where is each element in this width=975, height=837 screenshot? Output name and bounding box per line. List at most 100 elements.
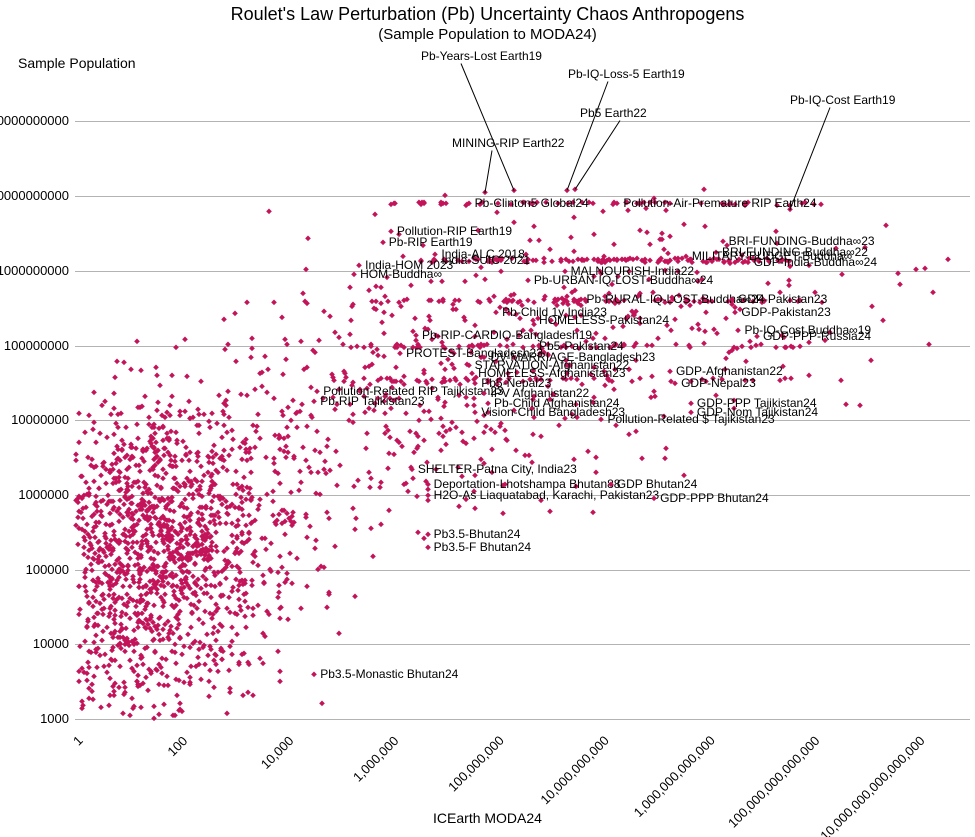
data-point: [571, 456, 576, 461]
data-point: [278, 678, 283, 683]
data-point: [186, 632, 191, 637]
data-point: [81, 703, 86, 708]
data-point: [308, 469, 313, 474]
data-point: [298, 605, 303, 610]
data-point: [94, 504, 99, 509]
data-point: [82, 430, 87, 435]
data-point: [839, 271, 844, 276]
data-point: [224, 429, 229, 434]
data-point: [97, 520, 102, 525]
data-point: [569, 376, 574, 381]
data-point: [425, 326, 430, 331]
data-point: [564, 358, 569, 363]
data-point: [124, 467, 129, 472]
annotation-label: GDP-Afghanistan22: [676, 364, 783, 378]
data-point: [602, 382, 607, 387]
data-point: [843, 402, 848, 407]
x-tick-label: 10,000: [257, 733, 296, 772]
data-point: [838, 377, 843, 382]
data-point: [312, 672, 317, 677]
data-point: [201, 412, 206, 417]
data-point: [310, 414, 315, 419]
data-point: [263, 454, 268, 459]
data-point: [202, 473, 207, 478]
data-point: [260, 383, 265, 388]
data-point: [178, 701, 183, 706]
data-point: [157, 638, 162, 643]
data-point: [151, 603, 156, 608]
data-point: [246, 449, 251, 454]
data-point: [440, 278, 445, 283]
data-point: [287, 551, 292, 556]
data-point: [154, 540, 159, 545]
data-point: [410, 475, 415, 480]
data-point: [472, 403, 477, 408]
data-point: [255, 506, 260, 511]
data-point: [652, 496, 657, 501]
x-tick-label: 1: [70, 733, 86, 749]
data-point: [88, 542, 93, 547]
data-point: [382, 353, 387, 358]
data-point: [775, 241, 780, 246]
data-point: [745, 260, 750, 265]
data-point: [117, 684, 122, 689]
data-point: [421, 370, 426, 375]
data-point: [509, 256, 514, 261]
data-point: [185, 669, 190, 674]
data-point: [95, 665, 100, 670]
data-point: [209, 595, 214, 600]
data-point: [317, 449, 322, 454]
data-point: [113, 375, 118, 380]
data-point: [679, 303, 684, 308]
data-point: [602, 294, 607, 299]
data-point: [266, 611, 271, 616]
data-point: [321, 308, 326, 313]
annotation-label: HOMELESS-Pakistan24: [539, 313, 669, 327]
data-point: [122, 685, 127, 690]
data-point: [781, 363, 786, 368]
data-point: [233, 310, 238, 315]
data-point: [328, 314, 333, 319]
data-point: [491, 330, 496, 335]
data-point: [228, 690, 233, 695]
data-point: [284, 424, 289, 429]
data-point: [199, 676, 204, 681]
data-point: [466, 362, 471, 367]
data-point: [291, 398, 296, 403]
data-point: [111, 431, 116, 436]
data-point: [361, 393, 366, 398]
y-tick-label: 100000: [26, 562, 69, 577]
annotation-label: GDP-PPP-Russia24: [763, 329, 871, 343]
data-point: [103, 480, 108, 485]
data-point: [177, 621, 182, 626]
data-point: [225, 545, 230, 550]
data-point: [472, 488, 477, 493]
data-point: [482, 460, 487, 465]
data-point: [304, 514, 309, 519]
data-point: [304, 534, 309, 539]
data-point: [447, 378, 452, 383]
x-tick-label: 100,000,000: [445, 733, 507, 795]
data-point: [633, 358, 638, 363]
data-point: [569, 343, 574, 348]
data-point: [86, 696, 91, 701]
data-point: [84, 504, 89, 509]
data-point: [583, 339, 588, 344]
data-point: [362, 410, 367, 415]
data-point: [506, 375, 511, 380]
data-point: [453, 307, 458, 312]
data-point: [135, 663, 140, 668]
data-point: [546, 353, 551, 358]
data-point: [822, 338, 827, 343]
data-point: [196, 412, 201, 417]
data-point: [89, 514, 94, 519]
data-point: [773, 229, 778, 234]
data-point: [327, 516, 332, 521]
data-point: [92, 478, 97, 483]
data-point: [124, 424, 129, 429]
data-point: [112, 451, 117, 456]
data-point: [172, 642, 177, 647]
data-point: [333, 329, 338, 334]
data-point: [544, 199, 549, 204]
data-point: [235, 588, 240, 593]
